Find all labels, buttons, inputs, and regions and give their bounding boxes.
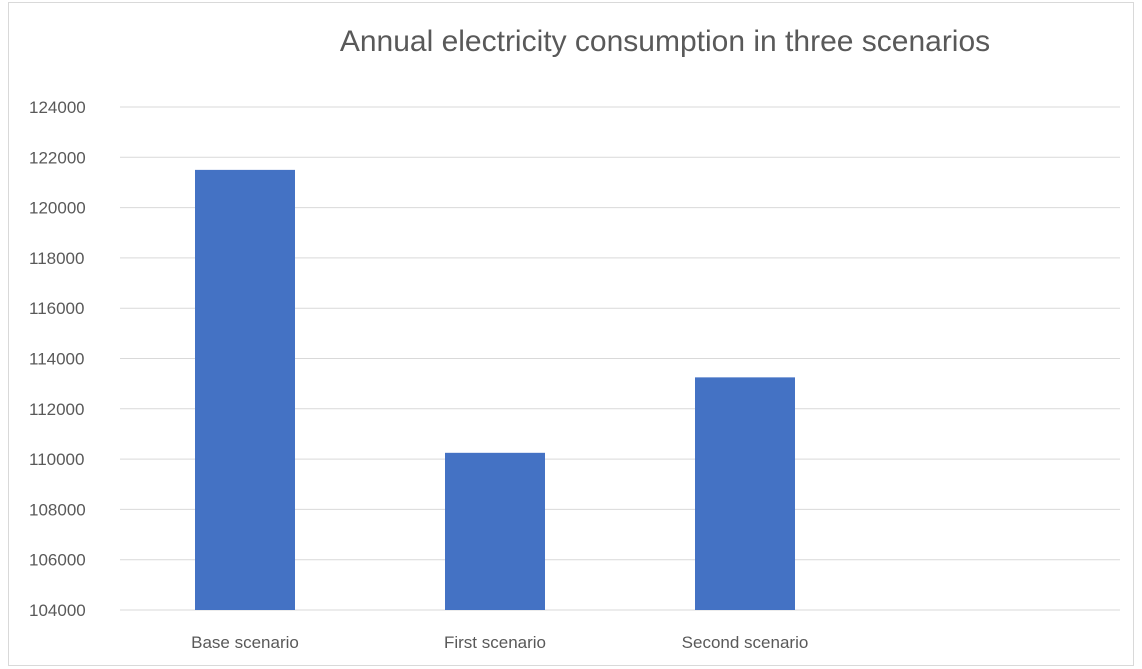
y-axis-tick-labels: 104000 106000 108000 110000 112000 114000 1160… [29, 98, 86, 620]
y-tick-label: 112000 [29, 400, 84, 419]
y-tick-label: 118000 [29, 249, 84, 268]
y-tick-label: 120000 [29, 199, 86, 218]
y-tick-label: 104000 [29, 601, 86, 620]
bar-first-scenario [445, 452, 545, 610]
y-tick-label: 110000 [29, 450, 84, 469]
y-tick-label: 108000 [29, 500, 86, 519]
x-tick-label: Second scenario [682, 633, 809, 652]
bar-base-scenario [195, 169, 295, 610]
x-tick-label: Base scenario [191, 633, 299, 652]
bars [195, 169, 795, 610]
y-tick-label: 124000 [29, 98, 86, 117]
y-tick-label: 106000 [29, 551, 86, 570]
x-tick-label: First scenario [444, 633, 546, 652]
x-axis-tick-labels: Base scenario First scenario Second scenar… [191, 633, 808, 652]
chart-title: Annual electricity consumption in three … [340, 25, 990, 58]
y-tick-label: 114000 [29, 350, 84, 369]
y-tick-label: 122000 [29, 148, 86, 167]
bar-second-scenario [695, 377, 795, 610]
y-tick-label: 116000 [29, 299, 84, 318]
